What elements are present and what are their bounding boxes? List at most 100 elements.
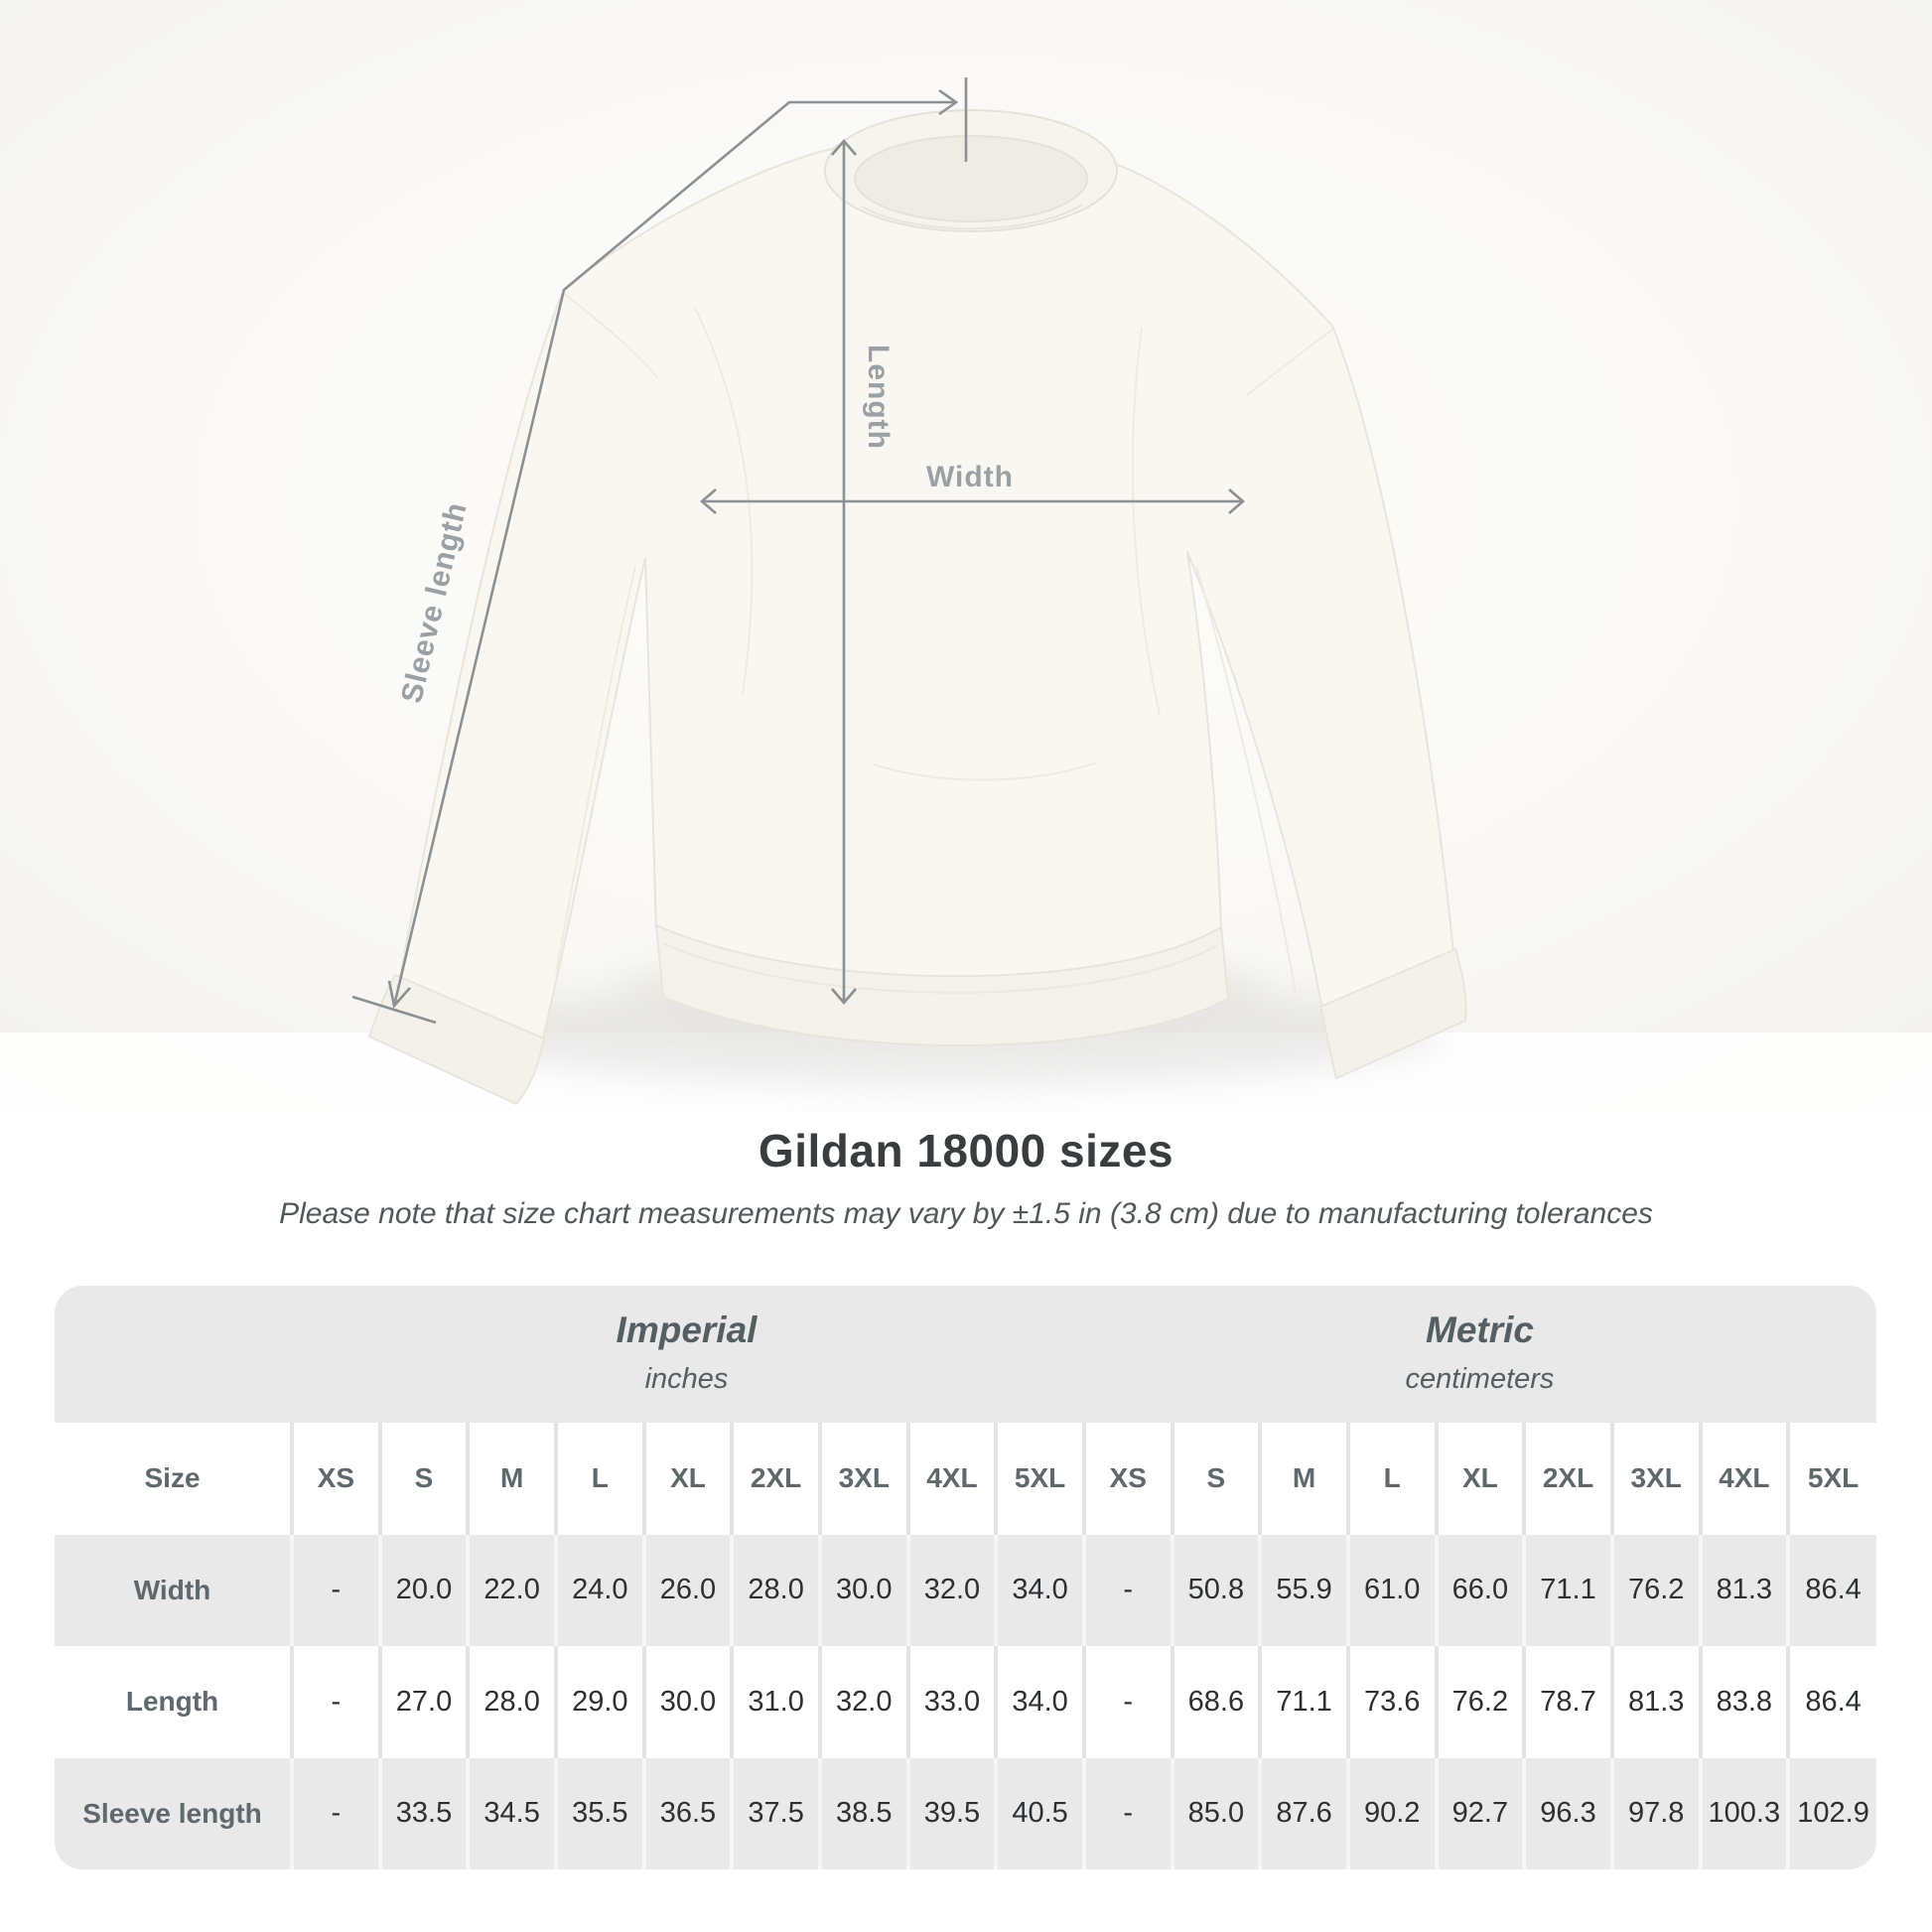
measurement-value-cell: 36.5	[641, 1757, 733, 1869]
measurement-value-cell: 38.5	[817, 1757, 908, 1869]
fabric-folds	[555, 293, 1333, 994]
measurement-value-cell: 39.5	[905, 1757, 997, 1869]
width-dimension-label: Width	[925, 461, 1015, 493]
size-header-cell: XS	[1081, 1423, 1173, 1535]
measurement-row-label: Length	[125, 1686, 219, 1718]
size-header-cell: S	[377, 1423, 469, 1535]
measurement-value-cell: 102.9	[1786, 1757, 1876, 1869]
sleeve-length-arrow	[351, 77, 968, 1025]
imperial-label: Imperial	[616, 1310, 758, 1350]
measurement-value-cell: 97.8	[1609, 1757, 1701, 1869]
size-header-row: Size XS S M L XL 2XL 3XL 4XL 5XL XS S M L XL 2XL 3XL 4XL 5…	[55, 1423, 1876, 1535]
unit-group-band: Imperial inches Metric centimeters	[55, 1286, 1876, 1423]
measurement-value-cell: 30.0	[641, 1646, 733, 1758]
measurement-value-cell: 50.8	[1170, 1534, 1261, 1646]
right-cuff	[1319, 948, 1467, 1079]
measurement-value-cell: 76.2	[1609, 1534, 1701, 1646]
measurement-value-cell: 34.0	[994, 1534, 1084, 1646]
measurement-value-cell: 20.0	[377, 1534, 469, 1646]
size-header-cell: 5XL	[994, 1423, 1084, 1535]
measurement-value-cell: 55.9	[1258, 1534, 1348, 1646]
length-arrow	[831, 139, 857, 1005]
measurement-value-cell: 33.5	[377, 1757, 469, 1869]
sweatshirt	[368, 109, 1467, 1105]
sweatshirt-graphic	[0, 0, 1932, 1112]
metric-label: Metric	[1426, 1310, 1534, 1350]
measurement-value-cell: -	[290, 1757, 380, 1869]
measurement-value-cell: 86.4	[1786, 1534, 1876, 1646]
left-cuff	[368, 974, 545, 1105]
measurement-value-cell: -	[1081, 1646, 1173, 1758]
measurement-value-cell: 34.5	[466, 1757, 556, 1869]
measurement-value-cell: 81.3	[1698, 1534, 1789, 1646]
measurement-value-cell: 71.1	[1258, 1646, 1348, 1758]
size-table: Imperial inches Metric centimeters Size X…	[55, 1286, 1876, 1869]
measurement-value-cell: 87.6	[1258, 1757, 1348, 1869]
width-arrow	[700, 488, 1245, 514]
measurement-row: Sleeve length -33.5 34.5 35.5 36.5 37.5 38.5 39…	[55, 1757, 1876, 1869]
measurement-value-cell: 76.2	[1434, 1646, 1525, 1758]
measurement-value-cell: 73.6	[1345, 1646, 1437, 1758]
size-column-header: Size	[144, 1462, 201, 1494]
measurement-value-cell: 96.3	[1522, 1757, 1612, 1869]
measurement-row-label: Width	[133, 1574, 211, 1605]
size-header-cell: M	[1258, 1423, 1348, 1535]
group-band-spacer	[55, 1286, 290, 1423]
imperial-unit-label: inches	[644, 1363, 729, 1395]
measurement-value-cell: 31.0	[730, 1646, 820, 1758]
metric-group-header: Metric centimeters	[1083, 1286, 1876, 1423]
measurement-value-cell: 33.0	[905, 1646, 997, 1758]
measurement-value-cell: -	[1081, 1534, 1173, 1646]
measurement-value-cell: 29.0	[553, 1646, 644, 1758]
size-header-cell: 4XL	[1698, 1423, 1789, 1535]
collar	[824, 109, 1118, 232]
measurement-value-cell: 30.0	[817, 1534, 908, 1646]
size-header-cell: L	[553, 1423, 644, 1535]
measurement-value-cell: 85.0	[1170, 1757, 1261, 1869]
size-header-cell: XL	[1434, 1423, 1525, 1535]
measurement-value-cell: 27.0	[377, 1646, 469, 1758]
measurement-value-cell: 90.2	[1345, 1757, 1437, 1869]
measurement-value-cell: 40.5	[994, 1757, 1084, 1869]
measurement-row: Length -27.0 28.0 29.0 30.0 31.0 32.0 33.0 34.0-…	[55, 1646, 1876, 1758]
measurement-value-cell: 34.0	[994, 1646, 1084, 1758]
size-header-cell: S	[1170, 1423, 1261, 1535]
page-title: Gildan 18000 sizes	[758, 1125, 1174, 1176]
size-header-cell: 5XL	[1786, 1423, 1876, 1535]
measurement-value-cell: 66.0	[1434, 1534, 1525, 1646]
measurement-value-cell: 37.5	[730, 1757, 820, 1869]
measurement-row: Width -20.0 22.0 24.0 26.0 28.0 30.0 32.0 34.0-5…	[55, 1534, 1876, 1646]
measurement-value-cell: 83.8	[1698, 1646, 1789, 1758]
measurement-value-cell: 28.0	[466, 1646, 556, 1758]
measurement-value-cell: 81.3	[1609, 1646, 1701, 1758]
waistband	[655, 924, 1229, 1046]
measurement-value-cell: 68.6	[1170, 1646, 1261, 1758]
size-header-cell: L	[1345, 1423, 1437, 1535]
size-header-cell: XS	[290, 1423, 380, 1535]
measurement-value-cell: 26.0	[641, 1534, 733, 1646]
length-dimension-label: Length	[862, 345, 895, 450]
measurement-value-cell: 32.0	[905, 1534, 997, 1646]
measurement-row-label: Sleeve length	[82, 1797, 262, 1829]
size-header-cell: 2XL	[730, 1423, 820, 1535]
dimension-lines	[351, 77, 1245, 1025]
size-header-cell: 3XL	[817, 1423, 908, 1535]
tolerance-note: Please note that size chart measurements…	[279, 1197, 1653, 1230]
size-header-cell: M	[466, 1423, 556, 1535]
measurement-value-cell: 22.0	[466, 1534, 556, 1646]
heading-block: Gildan 18000 sizes Please note that size…	[0, 1110, 1932, 1231]
measurement-value-cell: 24.0	[553, 1534, 644, 1646]
size-header-cell: 3XL	[1609, 1423, 1701, 1535]
measurement-value-cell: 28.0	[730, 1534, 820, 1646]
measurement-value-cell: -	[290, 1534, 380, 1646]
measurement-value-cell: 78.7	[1522, 1646, 1612, 1758]
measurement-value-cell: 100.3	[1698, 1757, 1789, 1869]
size-header-cell: 2XL	[1522, 1423, 1612, 1535]
imperial-group-header: Imperial inches	[290, 1286, 1083, 1423]
measurement-value-cell: 71.1	[1522, 1534, 1612, 1646]
measurement-value-cell: -	[1081, 1757, 1173, 1869]
measurement-value-cell: -	[290, 1646, 380, 1758]
size-header-cell: XL	[641, 1423, 733, 1535]
metric-unit-label: centimeters	[1405, 1363, 1555, 1395]
measurement-value-cell: 92.7	[1434, 1757, 1525, 1869]
